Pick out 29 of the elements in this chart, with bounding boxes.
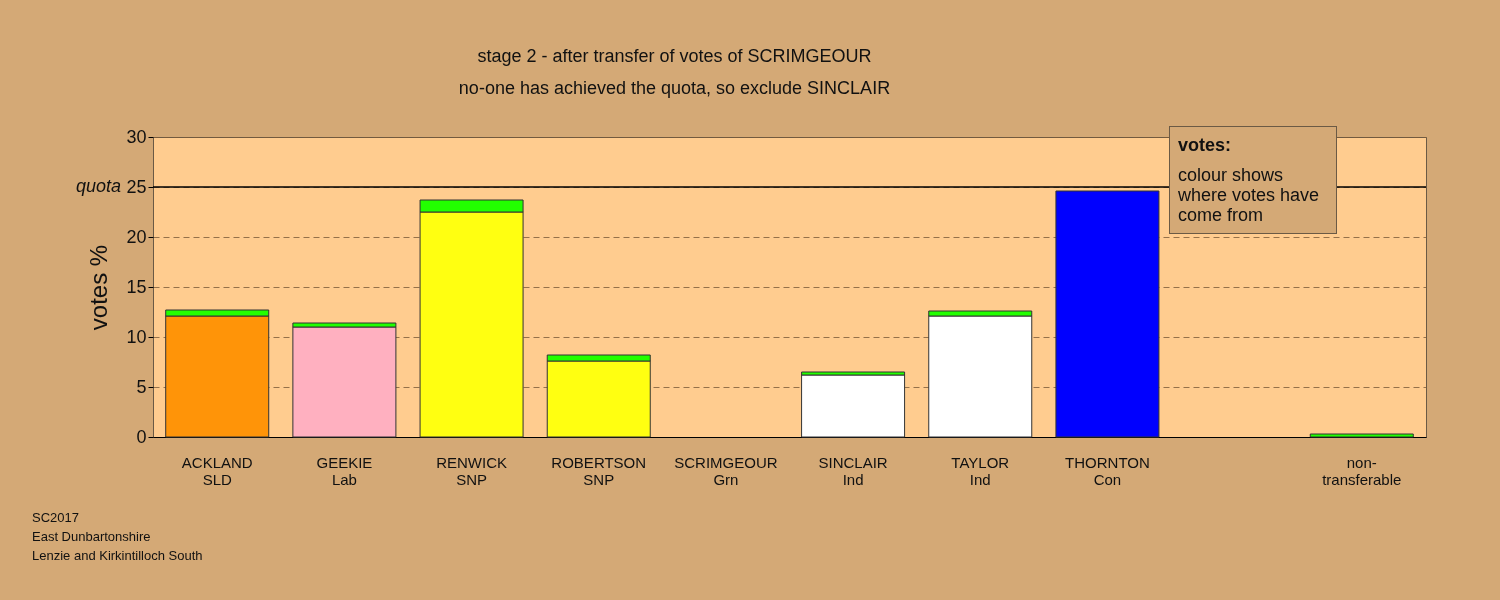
text: SC2017 — [32, 509, 80, 527]
y-tick-label: 10 — [126, 326, 147, 347]
y-tick-label: 5 — [136, 376, 147, 397]
bar — [1055, 190, 1160, 438]
bar — [801, 374, 906, 438]
x-tick-label: ACKLAND SLD — [181, 453, 253, 488]
bar — [1309, 433, 1414, 438]
x-tick-label: RENWICK SNP — [436, 453, 507, 488]
y-axis-title: votes % — [85, 244, 113, 331]
x-tick-label: SINCLAIR Ind — [818, 453, 888, 488]
y-tick-label: 25 — [126, 176, 147, 197]
x-tick-label: GEEKIE Lab — [316, 453, 373, 488]
x-tick-label: non- transferable — [1322, 453, 1402, 488]
annotation: colour shows where votes have come from — [1178, 165, 1321, 225]
x-tick-label: ROBERTSON SNP — [551, 453, 647, 488]
ref-line-label: quota — [75, 176, 121, 196]
text: Lenzie and Kirkintilloch South — [32, 547, 203, 565]
annotation: votes: — [1178, 135, 1232, 155]
y-tick-label: 20 — [126, 226, 147, 247]
x-tick-label: THORNTON Con — [1065, 453, 1150, 488]
y-tick-label: 15 — [126, 276, 147, 297]
chart-title: stage 2 - after transfer of votes of SCRIMGEOUR — [477, 46, 872, 66]
chart-subtitle: no-one has achieved the quota, so exclude SINCLAIR — [458, 78, 891, 98]
x-tick-label: TAYLOR Ind — [951, 453, 1010, 488]
y-tick-label: 30 — [126, 126, 147, 147]
x-tick-label: SCRIMGEOUR Grn — [674, 453, 778, 488]
bar — [292, 326, 397, 438]
text: East Dunbartonshire — [32, 528, 152, 546]
y-tick-label: 0 — [136, 426, 147, 447]
